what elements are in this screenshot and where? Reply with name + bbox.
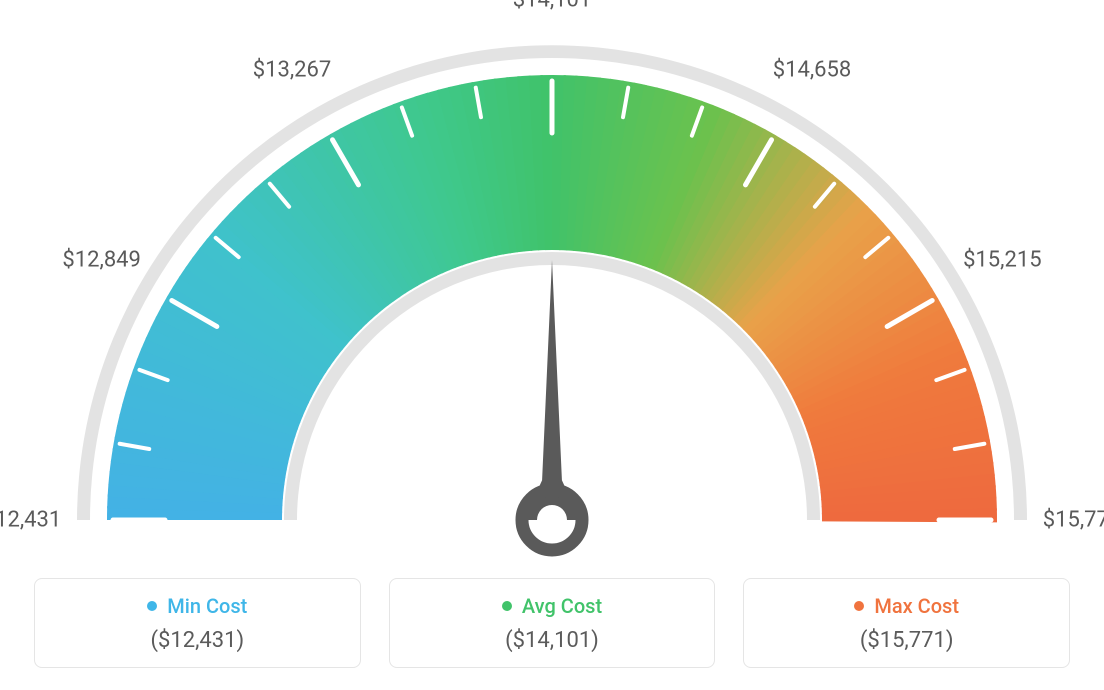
gauge-tick-label: $12,849 bbox=[62, 248, 141, 273]
gauge-tick-label: $13,267 bbox=[253, 57, 332, 82]
legend-dot-max bbox=[854, 601, 864, 611]
legend-value-max: ($15,771) bbox=[860, 628, 954, 653]
legend-card-avg: Avg Cost ($14,101) bbox=[389, 578, 716, 668]
gauge-tick-label: $12,431 bbox=[0, 508, 61, 533]
legend-value-min: ($12,431) bbox=[150, 628, 244, 653]
gauge-tick-label: $15,215 bbox=[963, 248, 1042, 273]
legend-dot-min bbox=[147, 601, 157, 611]
legend-label-max: Max Cost bbox=[874, 594, 959, 618]
cost-gauge: $12,431 $12,849 $13,267 $14,101 $14,658 $15,2… bbox=[0, 0, 1104, 560]
legend-card-min: Min Cost ($12,431) bbox=[34, 578, 361, 668]
legend-row: Min Cost ($12,431) Avg Cost ($14,101) Ma… bbox=[0, 560, 1104, 690]
legend-value-avg: ($14,101) bbox=[505, 628, 599, 653]
legend-label-avg: Avg Cost bbox=[522, 594, 602, 618]
gauge-tick-label: $15,771 bbox=[1043, 508, 1104, 533]
gauge-tick-label: $14,101 bbox=[513, 0, 592, 13]
legend-label-min: Min Cost bbox=[167, 594, 247, 618]
legend-card-max: Max Cost ($15,771) bbox=[743, 578, 1070, 668]
gauge-tick-label: $14,658 bbox=[773, 57, 852, 82]
legend-dot-avg bbox=[502, 601, 512, 611]
